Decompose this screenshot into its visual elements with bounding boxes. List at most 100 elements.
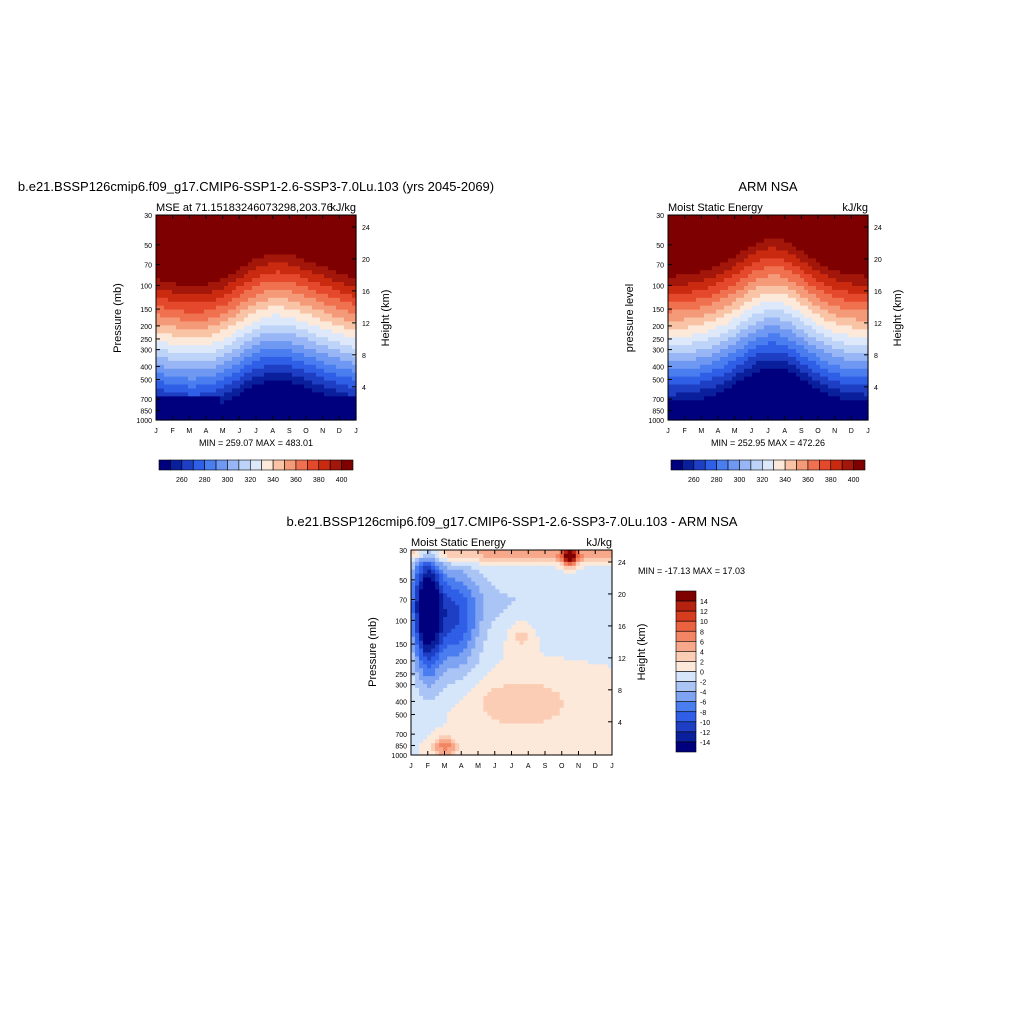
obs-contour-cell	[696, 278, 701, 283]
model-contour-cell	[208, 357, 213, 362]
model-contour-cell	[156, 396, 161, 401]
model-contour-cell	[228, 286, 233, 291]
obs-contour-cell	[716, 381, 721, 386]
obs-contour-cell	[712, 310, 717, 315]
obs-contour-cell	[752, 262, 757, 267]
model-contour-cell	[272, 278, 277, 283]
obs-contour-cell	[824, 254, 829, 259]
model-contour-cell	[348, 227, 353, 232]
obs-contour-cell	[684, 369, 689, 374]
obs-contour-cell	[672, 412, 677, 417]
model-contour-cell	[320, 373, 325, 378]
model-contour-cell	[340, 235, 345, 240]
obs-contour-cell	[696, 215, 701, 220]
model-contour-cell	[300, 239, 305, 244]
x-tick-label: M	[220, 428, 226, 435]
obs-contour-cell	[668, 396, 673, 401]
obs-contour-cell	[716, 353, 721, 358]
obs-contour-cell	[780, 357, 785, 362]
model-contour-cell	[272, 239, 277, 244]
obs-contour-cell	[804, 310, 809, 315]
model-contour-cell	[248, 396, 253, 401]
model-contour-cell	[316, 258, 321, 263]
obs-contour-cell	[712, 369, 717, 374]
model-contour-cell	[264, 239, 269, 244]
model-contour-cell	[264, 373, 269, 378]
model-contour-cell	[212, 250, 217, 255]
obs-contour-cell	[720, 266, 725, 271]
model-contour-cell	[172, 298, 177, 303]
obs-contour-cell	[756, 306, 761, 311]
model-contour-cell	[296, 396, 301, 401]
obs-contour-cell	[724, 290, 729, 295]
model-contour-cell	[192, 392, 197, 397]
model-contour-cell	[284, 341, 289, 346]
model-contour-cell	[348, 254, 353, 259]
model-contour-cell	[316, 385, 321, 390]
model-contour-cell	[156, 266, 161, 271]
obs-contour-cell	[740, 333, 745, 338]
model-contour-cell	[304, 298, 309, 303]
obs-contour-cell	[748, 306, 753, 311]
model-contour-cell	[308, 270, 313, 275]
model-contour-cell	[284, 274, 289, 279]
model-contour-cell	[176, 361, 181, 366]
model-contour-cell	[256, 392, 261, 397]
model-contour-cell	[264, 318, 269, 323]
model-contour-cell	[156, 333, 161, 338]
model-contour-cell	[348, 262, 353, 267]
obs-contour-cell	[748, 274, 753, 279]
model-contour-cell	[220, 231, 225, 236]
model-contour-cell	[184, 290, 189, 295]
model-contour-cell	[324, 282, 329, 287]
obs-contour-cell	[744, 298, 749, 303]
model-contour-cell	[328, 258, 333, 263]
model-contour-cell	[284, 298, 289, 303]
obs-contour-cell	[748, 231, 753, 236]
model-contour-cell	[264, 388, 269, 393]
model-contour-cell	[268, 258, 273, 263]
model-contour-cell	[176, 254, 181, 259]
model-contour-cell	[180, 318, 185, 323]
obs-contour-cell	[700, 321, 705, 326]
model-contour-cell	[312, 274, 317, 279]
obs-contour-cell	[792, 373, 797, 378]
obs-contour-cell	[808, 349, 813, 354]
model-contour-cell	[164, 369, 169, 374]
obs-contour-cell	[764, 227, 769, 232]
obs-contour-cell	[836, 337, 841, 342]
model-contour-cell	[188, 388, 193, 393]
model-contour-cell	[296, 270, 301, 275]
obs-contour-cell	[676, 250, 681, 255]
obs-contour-cell	[836, 400, 841, 405]
model-contour-cell	[296, 294, 301, 299]
obs-contour-cell	[792, 262, 797, 267]
obs-contour-cell	[720, 247, 725, 252]
obs-contour-cell	[792, 294, 797, 299]
obs-contour-cell	[716, 243, 721, 248]
model-contour-cell	[216, 381, 221, 386]
model-contour-cell	[340, 325, 345, 330]
model-contour-cell	[336, 274, 341, 279]
obs-contour-cell	[840, 298, 845, 303]
model-contour-cell	[296, 298, 301, 303]
model-contour-cell	[156, 239, 161, 244]
obs-contour-cell	[820, 345, 825, 350]
model-contour-cell	[308, 337, 313, 342]
obs-contour-cell	[696, 357, 701, 362]
obs-contour-cell	[692, 215, 697, 220]
model-contour-cell	[180, 250, 185, 255]
obs-contour-cell	[732, 310, 737, 315]
obs-contour-cell	[788, 404, 793, 409]
model-contour-cell	[324, 321, 329, 326]
model-contour-cell	[332, 325, 337, 330]
obs-contour-cell	[784, 321, 789, 326]
model-contour-cell	[252, 227, 257, 232]
obs-contour-cell	[748, 318, 753, 323]
model-contour-cell	[268, 396, 273, 401]
obs-contour-cell	[816, 345, 821, 350]
obs-contour-cell	[800, 223, 805, 228]
obs-contour-cell	[812, 223, 817, 228]
model-contour-cell	[252, 258, 257, 263]
model-contour-cell	[168, 290, 173, 295]
